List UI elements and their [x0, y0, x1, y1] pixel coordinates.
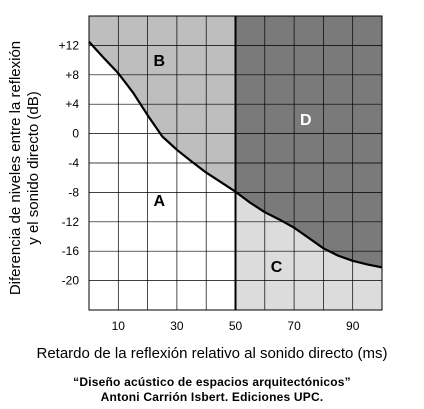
y-tick-label: +8 — [65, 68, 79, 82]
region-label-d: D — [300, 112, 312, 129]
region-d-area — [235, 16, 382, 268]
x-tick-label: 10 — [112, 319, 126, 333]
boundary-curve — [88, 40, 383, 269]
x-tick-label: 70 — [287, 319, 301, 333]
x-tick-label: 90 — [346, 319, 360, 333]
y-tick-label: +4 — [65, 97, 79, 111]
region-label-c: C — [271, 259, 283, 276]
y-tick-label: -4 — [68, 156, 79, 170]
region-label-b: B — [154, 53, 166, 70]
y-tick-label: +12 — [59, 38, 80, 52]
x-tick-label: 30 — [170, 319, 184, 333]
y-tick-label: -12 — [62, 215, 80, 229]
x-axis-label: Retardo de la reflexión relativo al soni… — [36, 345, 388, 362]
y-axis-label-line-2: y el sonido directo (dB) — [25, 91, 42, 245]
x-tick-label: 50 — [229, 319, 243, 333]
y-tick-label: 0 — [72, 127, 79, 141]
caption-title: “Diseño acústico de espacios arquitectón… — [73, 375, 351, 389]
y-tick-label: -20 — [62, 274, 80, 288]
y-axis-label-line-1: Diferencia de niveles entre la reflexión — [7, 40, 24, 296]
y-tick-label: -16 — [62, 244, 80, 258]
region-label-a: A — [154, 193, 166, 210]
caption-credit: Antoni Carrión Isbert. Ediciones UPC. — [100, 390, 324, 404]
y-tick-label: -8 — [68, 185, 79, 199]
